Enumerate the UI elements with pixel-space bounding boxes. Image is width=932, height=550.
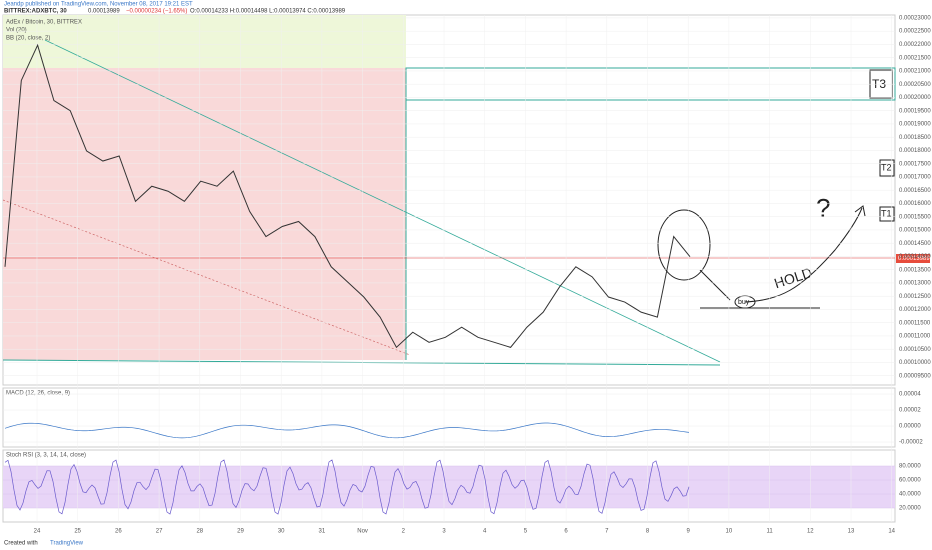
y-tick-label: 0.00013000 [899,281,931,287]
x-tick-label: 28 [196,529,203,535]
dashed-trend [2,199,411,356]
x-tick-label: 10 [726,529,733,535]
x-tick-label: 9 [687,529,691,535]
y-tick-label: 0.00004 [899,392,921,398]
macd-line [4,422,690,439]
y-tick-label: 0.00017000 [899,175,931,181]
y-tick-label: 0.00016000 [899,201,931,207]
y-tick-label: 0.00012000 [899,307,931,313]
question-mark: ? [816,193,830,223]
x-tick-label: 30 [278,529,285,535]
y-tick-label: 0.00000 [899,424,921,430]
y-tick-label: 0.00012500 [899,294,931,300]
x-tick-label: 27 [156,529,163,535]
price-line [4,43,691,349]
y-tick-label: 0.00015000 [899,228,931,234]
y-tick-label: 0.00015500 [899,214,931,220]
y-tick-label: 0.00013500 [899,267,931,273]
y-tick-label: 0.00019500 [899,108,931,114]
x-tick-label: 26 [115,529,122,535]
x-tick-label: 2 [402,529,406,535]
publisher: Jeandp published on TradingView.com, Nov… [4,2,193,8]
stoch-legend: Stoch RSI (3, 3, 14, 14, close) [6,453,86,459]
y-tick-label: 0.00018000 [899,148,931,154]
y-tick-label: 0.00014000 [899,254,931,260]
footer-brand: TradingView [50,541,84,547]
trend-line [44,39,721,363]
y-tick-label: 80.0000 [899,464,921,470]
y-tick-label: 20.0000 [899,506,921,512]
y-tick-label: 0.00018500 [899,135,931,141]
ohlc: O:0.00014233 H:0.00014498 L:0.00013974 C… [190,9,346,15]
x-tick-label: 6 [564,529,568,535]
x-tick-label: 12 [807,529,814,535]
y-tick-label: 0.00014500 [899,241,931,247]
y-tick-label: -0.00002 [899,440,923,446]
x-tick-label: 14 [888,529,895,535]
y-tick-label: 0.00009500 [899,373,931,379]
t2-box [879,159,895,177]
y-tick-label: 0.00017500 [899,161,931,167]
y-tick-label: 0.00019000 [899,122,931,128]
y-tick-label: 0.00022000 [899,42,931,48]
y-tick-label: 0.00010500 [899,347,931,353]
y-tick-label: 0.00020500 [899,82,931,88]
buy: buy [738,299,750,306]
macd-pane [2,387,896,448]
footer-created: Created with [4,541,38,547]
target-zone [3,15,406,68]
x-tick-label: 24 [34,529,41,535]
y-tick-label: 0.00022500 [899,29,931,35]
legend-vol: Vol (20) [6,28,27,34]
y-tick-label: 0.00021500 [899,55,931,61]
price-tag [896,254,930,263]
loss-zone [3,68,406,360]
circle-drawing [657,209,711,281]
x-tick-label: 7 [605,529,609,535]
y-tick-label: 0.00021000 [899,69,931,75]
x-tick-label: Nov [357,529,368,535]
t1: T1 [881,208,892,218]
x-tick-label: 25 [74,529,81,535]
y-tick-label: 0.00002 [899,408,921,414]
y-tick-label: 0.00016500 [899,188,931,194]
legend-bb: BB (20, close, 2) [6,36,50,42]
symbol: BITTREX:ADXBTC, 30 [4,9,67,15]
last-price: 0.00013989 [88,9,120,15]
x-tick-label: 8 [646,529,650,535]
x-tick-label: 3 [442,529,446,535]
legend-symbol: AdEx / Bitcoin, 30, BITTREX [6,20,82,26]
x-tick-label: 29 [237,529,244,535]
t1-box [879,206,895,222]
macd-legend: MACD (12, 26, close, 9) [6,391,70,397]
x-tick-label: 11 [766,529,773,535]
t2: T2 [881,162,892,172]
x-tick-label: 5 [524,529,528,535]
x-tick-label: 4 [483,529,487,535]
price-tag-label: 0.00013989 [898,256,930,262]
change: −0.00000234 (−1.65%) [126,9,187,15]
x-tick-label: 31 [319,529,326,535]
y-tick-label: 0.00023000 [899,15,931,21]
y-tick-label: 0.00010000 [899,360,931,366]
y-tick-label: 40.0000 [899,492,921,498]
y-tick-label: 0.00011000 [899,334,931,340]
x-tick-label: 13 [848,529,855,535]
y-tick-label: 60.0000 [899,478,921,484]
y-tick-label: 0.00011500 [899,320,931,326]
stoch-line [4,459,690,515]
y-tick-label: 0.00020000 [899,95,931,101]
